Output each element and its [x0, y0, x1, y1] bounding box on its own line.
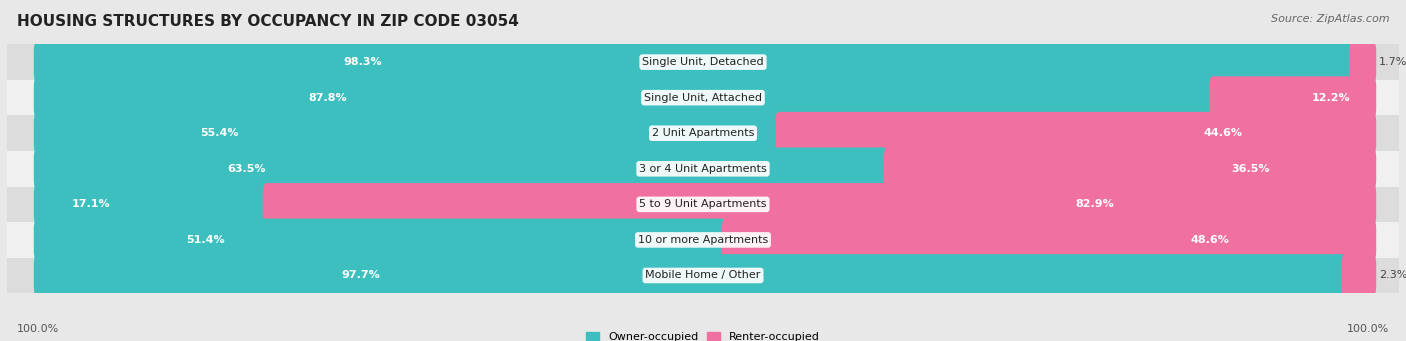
Text: 2.3%: 2.3% [1379, 270, 1406, 281]
Bar [7, 187, 1399, 222]
FancyBboxPatch shape [34, 183, 267, 226]
Text: 100.0%: 100.0% [1347, 324, 1389, 334]
Text: 48.6%: 48.6% [1189, 235, 1229, 245]
Text: 55.4%: 55.4% [200, 128, 239, 138]
Text: HOUSING STRUCTURES BY OCCUPANCY IN ZIP CODE 03054: HOUSING STRUCTURES BY OCCUPANCY IN ZIP C… [17, 14, 519, 29]
FancyBboxPatch shape [34, 219, 725, 261]
Bar [7, 80, 1399, 116]
Legend: Owner-occupied, Renter-occupied: Owner-occupied, Renter-occupied [586, 332, 820, 341]
Text: 5 to 9 Unit Apartments: 5 to 9 Unit Apartments [640, 199, 766, 209]
FancyBboxPatch shape [1350, 41, 1376, 84]
Bar [7, 222, 1399, 258]
Text: 2 Unit Apartments: 2 Unit Apartments [652, 128, 754, 138]
Text: 10 or more Apartments: 10 or more Apartments [638, 235, 768, 245]
Bar [7, 258, 1399, 293]
Text: 97.7%: 97.7% [342, 270, 380, 281]
Text: 82.9%: 82.9% [1076, 199, 1114, 209]
FancyBboxPatch shape [775, 112, 1376, 154]
FancyBboxPatch shape [34, 147, 887, 190]
FancyBboxPatch shape [34, 254, 1346, 297]
Text: 87.8%: 87.8% [308, 93, 347, 103]
Text: 51.4%: 51.4% [187, 235, 225, 245]
FancyBboxPatch shape [34, 112, 779, 154]
Text: Single Unit, Detached: Single Unit, Detached [643, 57, 763, 67]
FancyBboxPatch shape [1209, 76, 1376, 119]
Text: 12.2%: 12.2% [1312, 93, 1351, 103]
Text: Single Unit, Attached: Single Unit, Attached [644, 93, 762, 103]
Bar [7, 116, 1399, 151]
FancyBboxPatch shape [721, 219, 1376, 261]
Text: 100.0%: 100.0% [17, 324, 59, 334]
Text: 1.7%: 1.7% [1379, 57, 1406, 67]
Text: Source: ZipAtlas.com: Source: ZipAtlas.com [1271, 14, 1389, 24]
FancyBboxPatch shape [884, 147, 1376, 190]
FancyBboxPatch shape [1341, 254, 1376, 297]
Bar [7, 151, 1399, 187]
Text: 3 or 4 Unit Apartments: 3 or 4 Unit Apartments [640, 164, 766, 174]
Text: 17.1%: 17.1% [72, 199, 110, 209]
FancyBboxPatch shape [34, 76, 1213, 119]
Text: 36.5%: 36.5% [1230, 164, 1270, 174]
FancyBboxPatch shape [263, 183, 1376, 226]
Text: Mobile Home / Other: Mobile Home / Other [645, 270, 761, 281]
Text: 63.5%: 63.5% [226, 164, 266, 174]
Text: 44.6%: 44.6% [1204, 128, 1243, 138]
Bar [7, 44, 1399, 80]
FancyBboxPatch shape [34, 41, 1354, 84]
Text: 98.3%: 98.3% [343, 57, 382, 67]
